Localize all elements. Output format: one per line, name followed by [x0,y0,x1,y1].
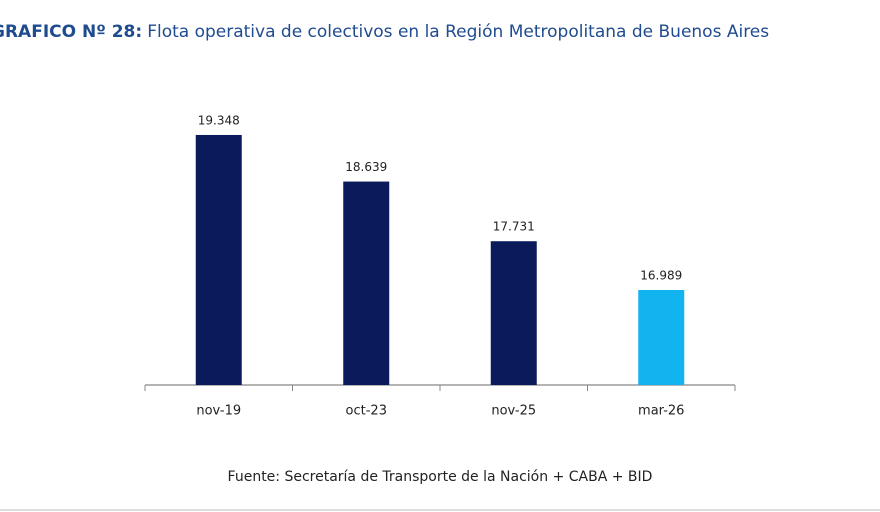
title-text: Flota operativa de colectivos en la Regi… [147,22,769,42]
value-label: 18.639 [345,160,387,174]
source-note: Fuente: Secretaría de Transporte de la N… [228,469,653,485]
title-prefix: GRAFICO Nº 28: [0,22,142,42]
x-tick-label: nov-19 [196,404,241,419]
x-tick-label: oct-23 [346,404,387,419]
value-label: 17.731 [493,220,535,234]
value-label: 16.989 [640,268,682,282]
value-label: 19.348 [198,113,240,127]
bar [638,289,685,385]
chart-title: GRAFICO Nº 28: Flota operativa de colecti… [0,22,769,42]
bar [490,241,537,385]
x-tick-label: nov-25 [491,404,536,419]
bar [195,134,242,385]
bar [343,181,390,385]
x-tick-label: mar-26 [638,404,684,419]
